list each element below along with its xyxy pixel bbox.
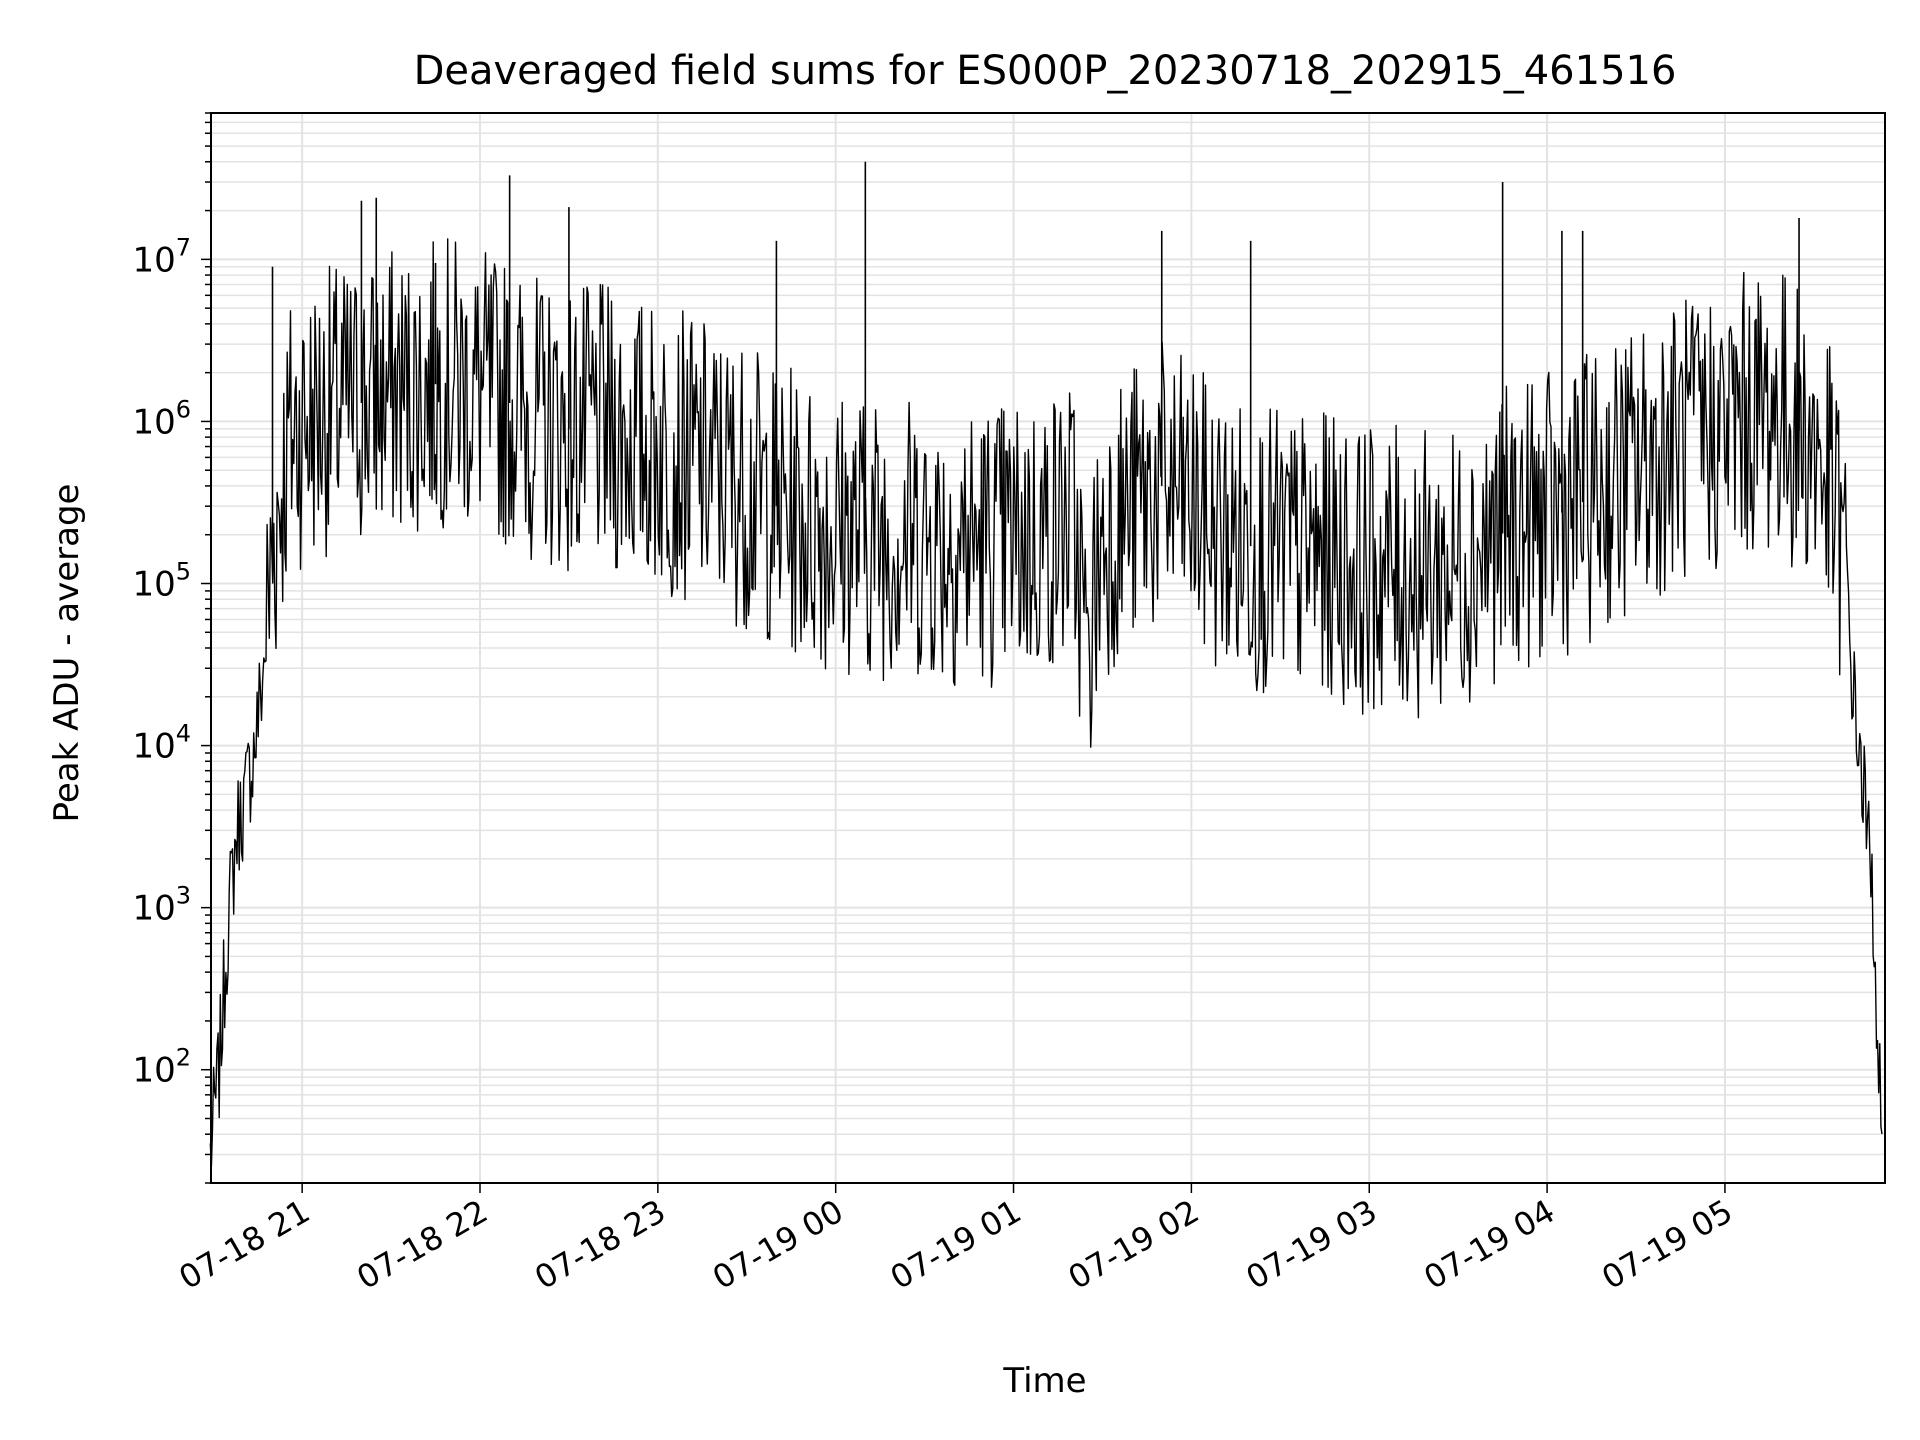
x-axis-label: Time xyxy=(1002,1361,1086,1401)
y-tick-label: 102 xyxy=(132,1044,191,1091)
y-axis-label: Peak ADU - average xyxy=(47,484,87,823)
chart-title: Deaveraged field sums for ES000P_2023071… xyxy=(414,48,1677,94)
y-tick-label: 104 xyxy=(132,720,191,767)
y-tick-label: 106 xyxy=(132,395,191,442)
y-tick-label: 103 xyxy=(132,882,191,929)
series-layer xyxy=(209,161,1883,1168)
y-tick-label: 107 xyxy=(132,233,191,280)
y-tick-label: 105 xyxy=(132,558,191,605)
series-line xyxy=(209,238,1883,1168)
